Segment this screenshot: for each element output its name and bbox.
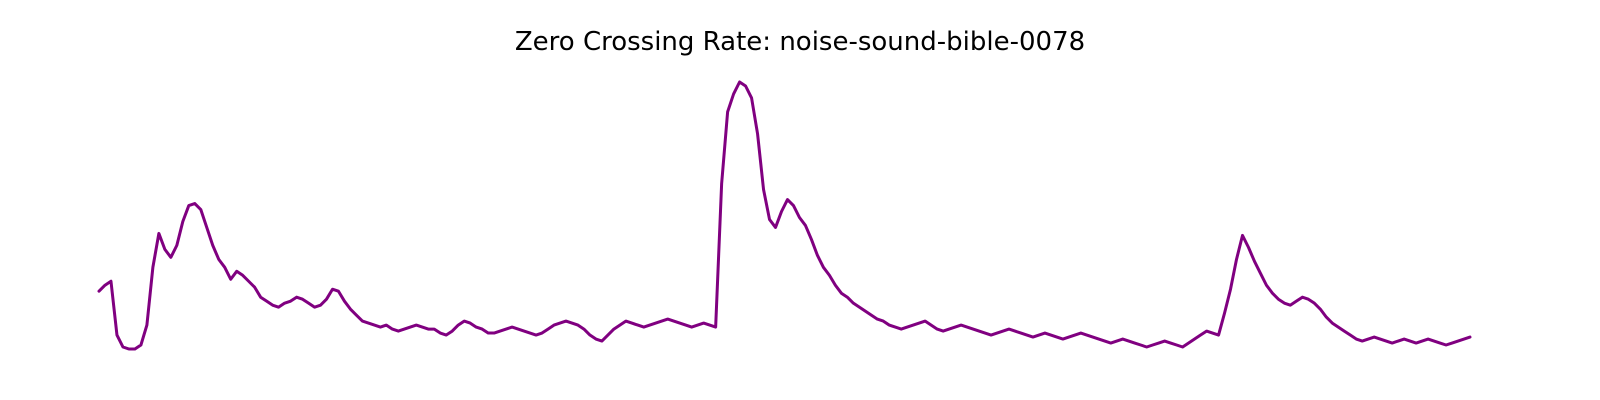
chart-title: Zero Crossing Rate: noise-sound-bible-00… <box>514 27 1086 57</box>
series-layer <box>97 80 1472 351</box>
series-line-0 <box>97 80 1472 351</box>
